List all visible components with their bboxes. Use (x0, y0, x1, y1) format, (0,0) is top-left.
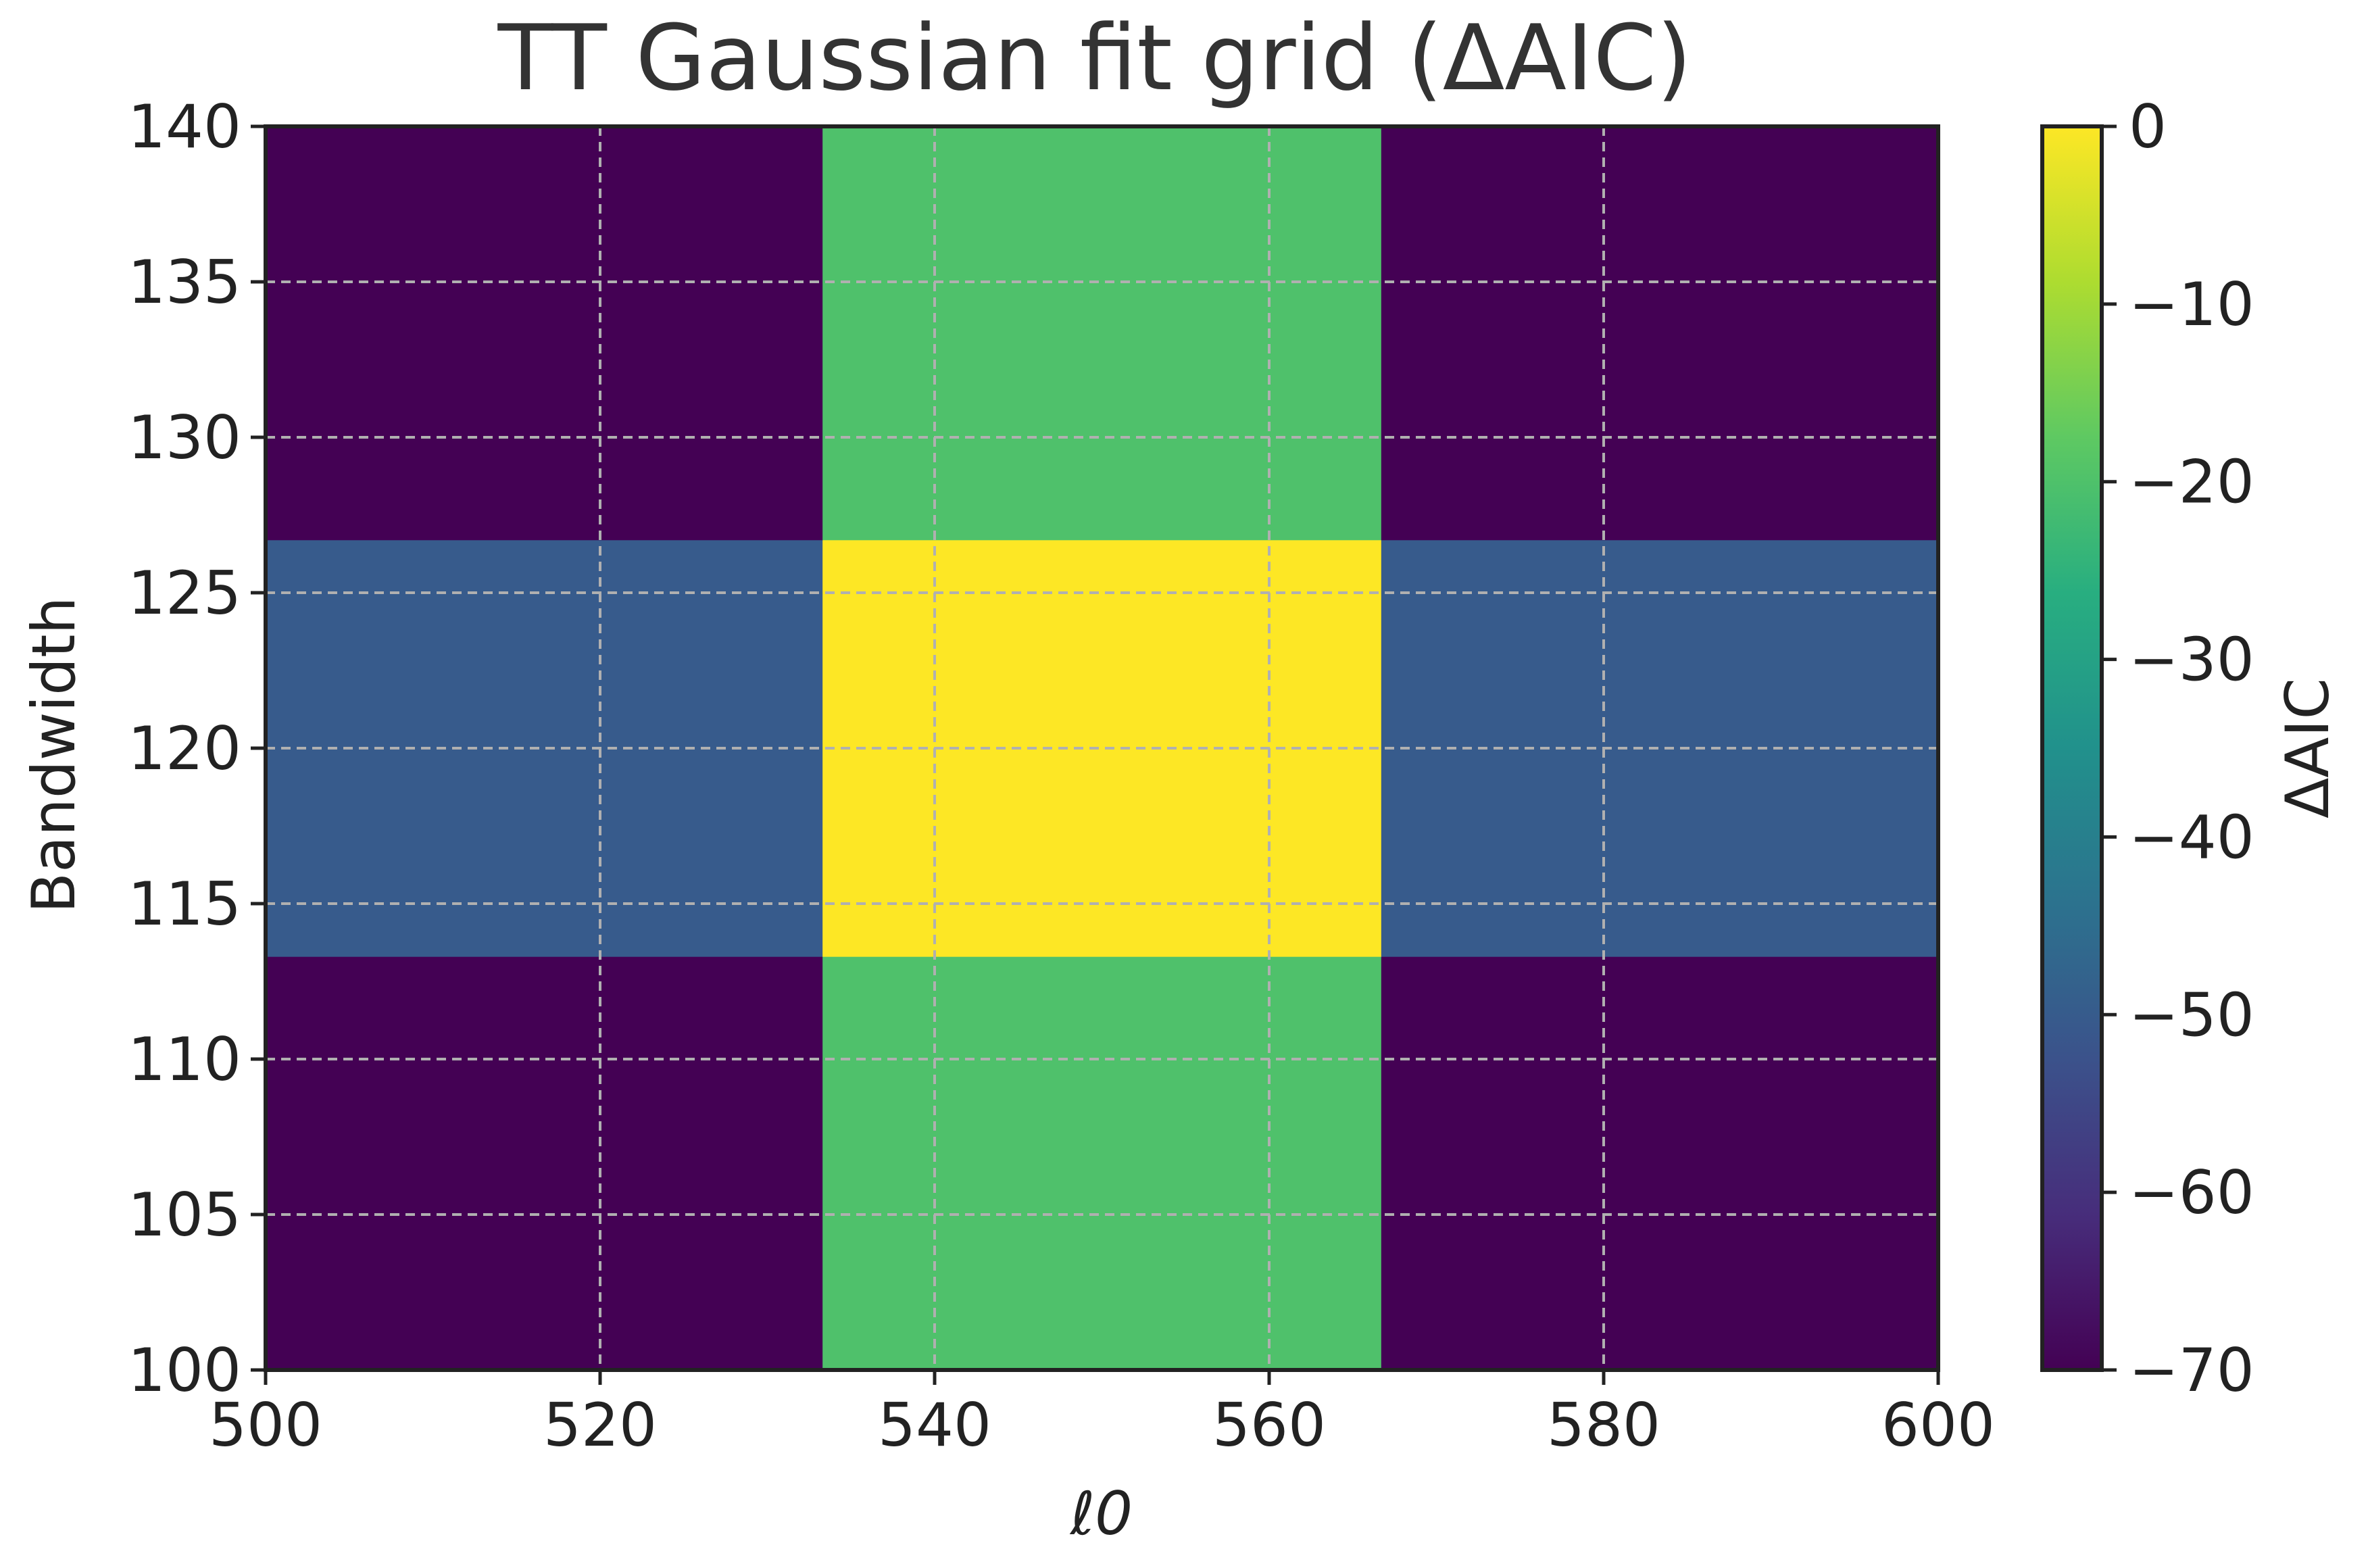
y-tick-label: 115 (128, 869, 241, 939)
colorbar-tick-label: −70 (2129, 1336, 2254, 1405)
x-axis-ticks: 500 520 540 560 580 600 (209, 1370, 1995, 1460)
heatmap-cells (266, 126, 1939, 1371)
colorbar-ticks: 0 −10 −20 −30 −40 −50 −60 −70 (2102, 92, 2254, 1405)
colorbar (2040, 124, 2104, 1372)
y-tick-label: 100 (128, 1336, 241, 1405)
heatmap-cell-r2-c0 (266, 126, 823, 541)
x-tick-label: 580 (1547, 1390, 1660, 1460)
colorbar-tick-label: −10 (2129, 270, 2254, 339)
chart-title: TT Gaussian fit grid (ΔAIC) (497, 5, 1692, 111)
heatmap-cell-r1-c2 (1381, 539, 1939, 957)
colorbar-tick-label: −60 (2129, 1158, 2254, 1227)
x-tick-label: 560 (1212, 1390, 1326, 1460)
colorbar-label: ΔAIC (2273, 678, 2342, 818)
y-tick-label: 120 (128, 714, 241, 783)
colorbar-tick-label: 0 (2129, 92, 2167, 162)
y-axis-label: Bandwidth (19, 597, 89, 914)
heatmap-cell-r0-c1 (822, 956, 1382, 1371)
colorbar-tick-label: −20 (2129, 447, 2254, 517)
y-tick-label: 105 (128, 1180, 241, 1250)
heatmap-cell-r1-c1 (822, 539, 1382, 957)
y-axis-ticks: 100 105 110 115 120 125 130 135 140 (128, 92, 266, 1405)
y-tick-label: 130 (128, 403, 241, 472)
y-tick-label: 110 (128, 1025, 241, 1094)
x-tick-label: 500 (209, 1390, 322, 1460)
x-axis-label: ℓ0 (1069, 1479, 1133, 1548)
heatmap-cell-r2-c2 (1381, 126, 1939, 541)
x-tick-label: 520 (543, 1390, 657, 1460)
heatmap-cell-r0-c0 (266, 956, 823, 1371)
x-tick-label: 600 (1881, 1390, 1995, 1460)
y-tick-label: 125 (128, 558, 241, 628)
y-tick-label: 140 (128, 92, 241, 162)
colorbar-tick-label: −40 (2129, 802, 2254, 872)
heatmap-cell-r0-c2 (1381, 956, 1939, 1371)
heatmap-cell-r1-c0 (266, 539, 823, 957)
colorbar-tick-label: −30 (2129, 625, 2254, 695)
y-tick-label: 135 (128, 247, 241, 317)
heatmap-cell-r2-c1 (822, 126, 1382, 541)
x-tick-label: 540 (878, 1390, 991, 1460)
colorbar-tick-label: −50 (2129, 980, 2254, 1050)
